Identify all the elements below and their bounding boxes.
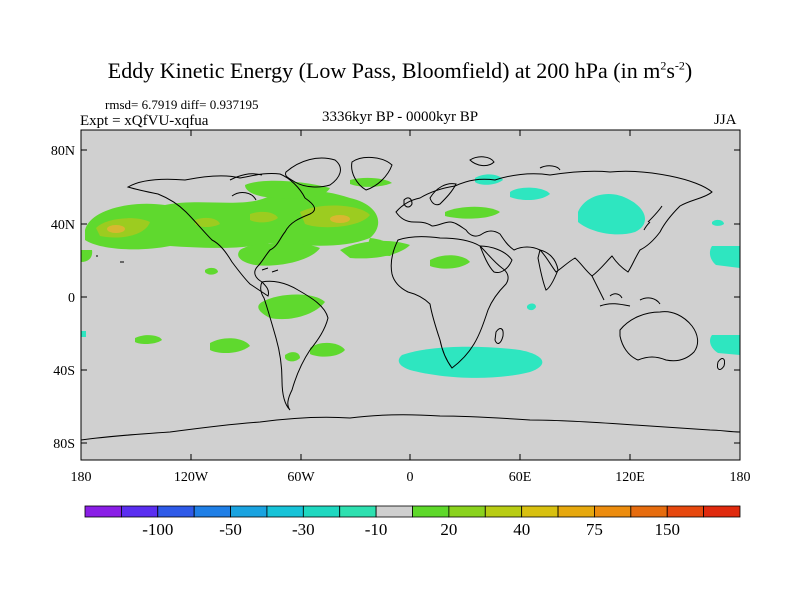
lon-label: 60E [509,470,532,485]
lat-label: 80S [53,437,75,452]
lat-label: 40N [51,218,75,233]
colorbar-label: -30 [292,520,315,539]
colorbar-swatch [484,505,523,518]
map-title: Eddy Kinetic Energy (Low Pass, Bloomfiel… [107,58,693,83]
season-label: JJA [714,112,737,128]
lon-label: 0 [407,470,414,485]
colorbar-swatch [302,505,341,518]
colorbar-swatch [666,505,705,518]
colorbar-label: 20 [440,520,457,539]
positive-anomaly-regions [81,177,500,362]
negative-anomaly-regions [81,174,740,378]
colorbar-swatch [521,505,559,518]
colorbar-swatch [412,505,450,518]
colorbar-label: -50 [219,520,242,539]
lon-label: 120E [615,470,645,485]
colorbar-swatch [120,505,159,518]
colorbar-swatch [157,505,195,518]
colorbar-label: 40 [513,520,530,539]
colorbar-swatch [266,505,304,518]
colorbar-swatch [630,505,668,518]
colorbar-swatch [84,505,122,518]
stats-text: rmsd= 6.7919 diff= 0.937195 [105,97,259,112]
period-label: 3336kyr BP - 0000kyr BP [322,109,479,125]
colorbar-swatch [193,505,231,518]
map-background [81,130,740,460]
lon-label: 120W [174,470,209,485]
colorbar-swatch [230,505,268,518]
lat-label: 40S [53,364,75,379]
lat-label: 80N [51,144,75,159]
colorbar-swatch [375,505,413,518]
lon-label: 180 [730,470,751,485]
colorbar-swatch [594,505,632,518]
colorbar-label: 75 [586,520,603,539]
colorbar-label: -100 [142,520,173,539]
lon-label: 60W [287,470,315,485]
colorbar-swatch [557,505,595,518]
lat-label: 0 [68,291,75,306]
colorbar-swatch [703,505,741,518]
colorbar-swatch [448,505,486,518]
colorbar-label: -10 [365,520,388,539]
experiment-label: Expt = xQfVU-xqfua [80,113,209,129]
max-positive-regions [107,215,350,233]
colorbar-label: 150 [654,520,680,539]
lon-label: 180 [71,470,92,485]
colorbar [84,505,741,518]
axis-ticks [81,130,740,460]
colorbar-swatch [339,505,377,518]
coastlines [81,156,740,441]
